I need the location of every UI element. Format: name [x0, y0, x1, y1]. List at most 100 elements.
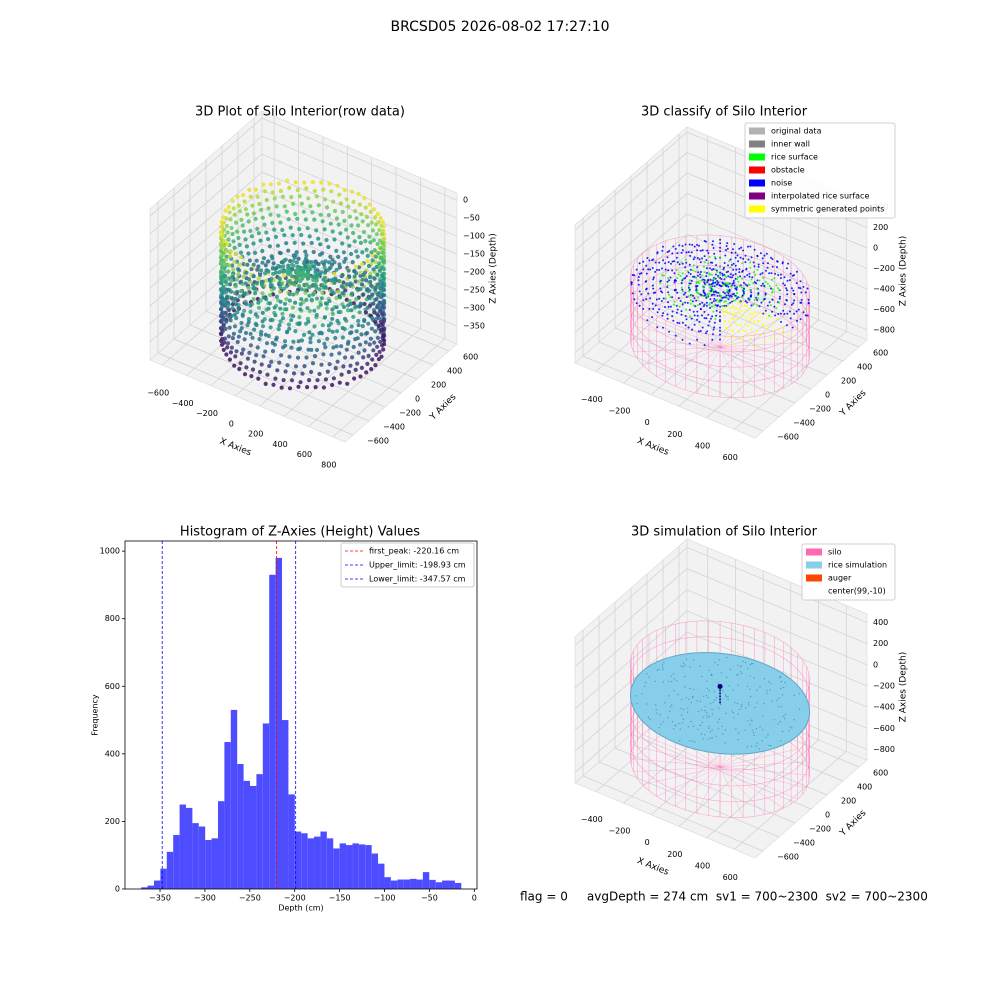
- silo-point: [251, 211, 256, 216]
- rice-texture: [706, 680, 708, 682]
- silo-point: [381, 298, 387, 303]
- classified-point: [757, 292, 760, 295]
- grid-line: [261, 135, 458, 219]
- classified-point: [676, 321, 679, 324]
- classified-point: [729, 258, 732, 261]
- y-tick-label: 0: [825, 811, 830, 820]
- silo-point: [369, 220, 374, 225]
- classified-point: [648, 259, 651, 262]
- silo-wire: [720, 341, 807, 348]
- classified-point: [752, 282, 755, 285]
- rice-texture: [704, 710, 706, 712]
- classified-point: [721, 297, 724, 299]
- classified-point: [688, 284, 690, 287]
- classified-point: [696, 338, 699, 341]
- grid-line: [149, 117, 263, 217]
- rice-texture: [669, 706, 672, 708]
- silo-point: [314, 347, 320, 353]
- classified-point: [763, 298, 766, 300]
- rice-texture: [776, 699, 778, 702]
- silo-point: [357, 202, 362, 207]
- classified-point: [724, 296, 727, 299]
- silo-point: [368, 240, 373, 245]
- classified-point: [693, 256, 696, 259]
- rice-texture: [646, 703, 648, 705]
- classified-point: [715, 291, 718, 294]
- rice-texture: [659, 714, 661, 716]
- silo-point: [312, 308, 317, 313]
- silo-point: [364, 331, 368, 336]
- rice-texture: [749, 724, 751, 726]
- classified-point: [699, 330, 702, 332]
- classified-point: [702, 305, 705, 308]
- silo-point: [332, 281, 337, 285]
- silo-point: [373, 329, 378, 334]
- silo-point: [366, 353, 371, 358]
- rice-texture: [647, 716, 650, 719]
- rice-texture: [745, 661, 747, 664]
- rice-texture: [682, 718, 685, 720]
- silo-point: [302, 364, 307, 369]
- bar: [160, 868, 167, 889]
- silo-point: [291, 259, 296, 263]
- bar: [288, 794, 295, 889]
- classified-point: [771, 322, 774, 325]
- classified-point: [700, 279, 703, 282]
- classified-point: [724, 275, 727, 277]
- silo-wire: [720, 328, 798, 348]
- classified-point: [664, 297, 667, 300]
- classified-point: [671, 296, 674, 299]
- classified-point: [680, 286, 683, 289]
- silo-point: [295, 355, 301, 360]
- classified-point: [781, 261, 784, 264]
- classified-point: [723, 314, 725, 317]
- silo-point: [247, 277, 251, 282]
- classified-point: [760, 301, 763, 304]
- classified-point: [646, 319, 649, 322]
- silo-point: [284, 297, 289, 302]
- classified-point: [696, 266, 699, 269]
- classified-point: [749, 337, 752, 340]
- silo-wire: [696, 296, 721, 348]
- classified-point: [746, 305, 749, 308]
- silo-point: [345, 381, 350, 386]
- classified-point: [734, 277, 737, 280]
- silo-point: [371, 348, 376, 353]
- legend-label: rice simulation: [828, 561, 887, 570]
- silo-point: [303, 264, 308, 269]
- classified-point: [749, 316, 752, 319]
- rice-texture: [644, 685, 646, 687]
- bar: [185, 807, 193, 889]
- silo-point: [272, 305, 277, 310]
- silo-point: [352, 239, 357, 244]
- rice-texture: [746, 685, 749, 687]
- silo-point: [230, 306, 235, 311]
- legend-box: [340, 542, 475, 588]
- silo-point: [266, 269, 271, 274]
- classified-point: [719, 333, 721, 336]
- silo-point: [247, 350, 252, 355]
- classified-point: [681, 245, 684, 247]
- classified-point: [746, 301, 749, 304]
- legend-box: [801, 543, 896, 601]
- classified-point: [705, 280, 708, 283]
- classified-point: [719, 338, 721, 341]
- x-tick-label: −200: [608, 827, 630, 836]
- classified-point: [734, 256, 737, 259]
- classified-point: [727, 264, 729, 267]
- silo-point: [286, 322, 291, 327]
- classified-point: [719, 271, 722, 274]
- silo-point: [363, 205, 368, 210]
- silo-point: [299, 287, 304, 292]
- silo-point: [263, 278, 269, 283]
- classified-point: [737, 260, 740, 263]
- silo-point: [276, 181, 282, 186]
- silo-point: [377, 261, 382, 266]
- classified-point: [722, 291, 725, 294]
- classified-point: [793, 293, 796, 296]
- classified-point: [762, 323, 765, 326]
- silo-point: [307, 293, 312, 298]
- classified-point: [758, 279, 761, 282]
- classified-point: [671, 269, 674, 272]
- silo-point: [260, 310, 265, 315]
